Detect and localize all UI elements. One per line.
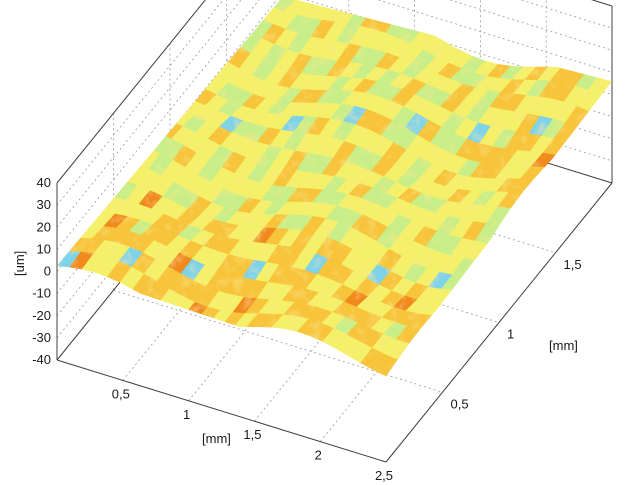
surface-patch	[372, 353, 398, 377]
x-tick-label: 1,5	[243, 427, 261, 442]
box-edge	[590, 0, 613, 7]
z-tick-label: 30	[37, 197, 51, 212]
box-edge-front	[385, 182, 613, 463]
y-tick-label: 1,5	[564, 257, 582, 272]
x-axis-label: [mm]	[202, 431, 231, 446]
z-tick-label: -10	[32, 286, 51, 301]
x-tick-label: 0,5	[112, 386, 130, 401]
y-axis-label: [mm]	[549, 338, 578, 353]
z-tick-label: -20	[32, 308, 51, 323]
box-edge-front	[56, 359, 387, 463]
z-axis-label: [um]	[12, 251, 27, 276]
z-tick-label: -40	[32, 352, 51, 367]
z-tick-label: 20	[37, 219, 51, 234]
x-tick-label: 2,5	[375, 468, 393, 483]
x-tick-label: 2	[315, 448, 322, 463]
surface	[57, 0, 612, 377]
z-tick-label: 0	[44, 264, 51, 279]
y-tick-label: 1	[507, 327, 514, 342]
grid-line-z	[591, 0, 613, 7]
z-tick-label: 10	[37, 241, 51, 256]
box-edge	[56, 0, 206, 184]
z-tick-label: 40	[37, 175, 51, 190]
tick-labels: 40 30 20 10 0 -10 -20 -30 -40 0,5 1 1,5 2 2,5 0,5 1 1,5	[32, 175, 581, 483]
z-tick-label: -30	[32, 330, 51, 345]
x-tick-label: 1	[183, 407, 190, 422]
y-tick-label: 0,5	[451, 396, 469, 411]
axis-box-front	[56, 182, 613, 463]
